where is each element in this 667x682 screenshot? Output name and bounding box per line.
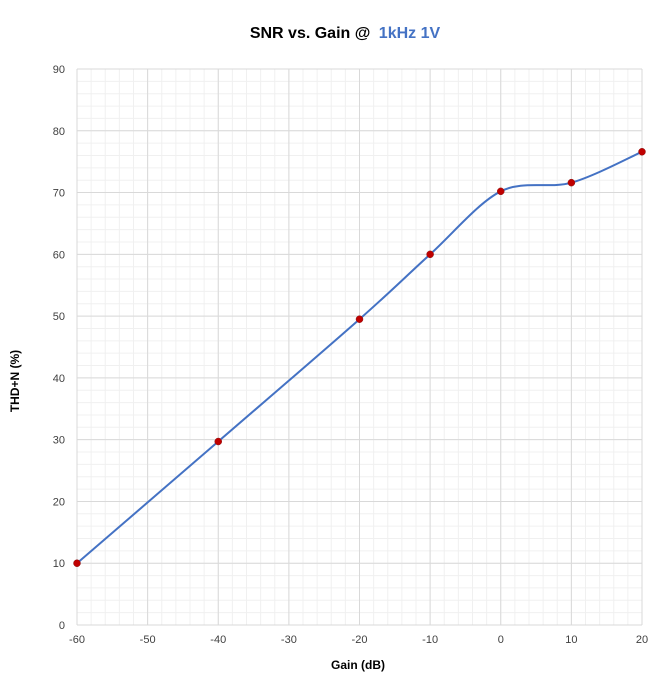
y-tick-label: 60 bbox=[53, 249, 65, 261]
x-tick-label: -50 bbox=[140, 634, 156, 646]
data-point bbox=[426, 250, 434, 259]
x-tick-label: -60 bbox=[69, 634, 85, 646]
y-tick-label: 20 bbox=[53, 496, 65, 508]
y-tick-label: 40 bbox=[53, 373, 65, 385]
x-tick-label: -30 bbox=[281, 634, 297, 646]
x-tick-label: 20 bbox=[636, 634, 648, 646]
data-point bbox=[638, 148, 646, 156]
x-axis-title: Gain (dB) bbox=[331, 658, 385, 672]
y-axis-title: THD+N (%) bbox=[8, 350, 22, 412]
x-axis-ticks: -60 -50 -40 -30 -20 -10 0 10 20 bbox=[69, 634, 648, 646]
y-tick-label: 30 bbox=[53, 435, 65, 447]
x-tick-label: -40 bbox=[210, 634, 226, 646]
y-tick-label: 10 bbox=[53, 558, 65, 570]
chart-title: SNR vs. Gain @ 1kHz 1V bbox=[250, 25, 441, 42]
y-tick-label: 50 bbox=[53, 311, 65, 323]
data-point bbox=[567, 178, 576, 187]
y-tick-label: 0 bbox=[59, 620, 65, 632]
series-line bbox=[76, 150, 643, 564]
y-tick-label: 70 bbox=[53, 188, 65, 200]
y-axis-ticks: 0 10 20 30 40 50 60 70 80 90 bbox=[53, 64, 65, 632]
data-point bbox=[73, 559, 81, 567]
x-tick-label: -20 bbox=[352, 634, 368, 646]
x-tick-label: 0 bbox=[498, 634, 504, 646]
chart-title-highlight: 1kHz 1V bbox=[379, 25, 441, 42]
y-tick-label: 90 bbox=[53, 64, 65, 76]
x-tick-label: 10 bbox=[565, 634, 577, 646]
data-point bbox=[214, 437, 222, 446]
x-tick-label: -10 bbox=[422, 634, 438, 646]
data-point bbox=[355, 315, 364, 323]
major-grid bbox=[76, 68, 643, 626]
chart-title-main: SNR vs. Gain @ bbox=[250, 25, 371, 42]
data-point bbox=[497, 187, 505, 196]
series-markers bbox=[73, 148, 646, 567]
y-tick-label: 80 bbox=[53, 126, 65, 138]
